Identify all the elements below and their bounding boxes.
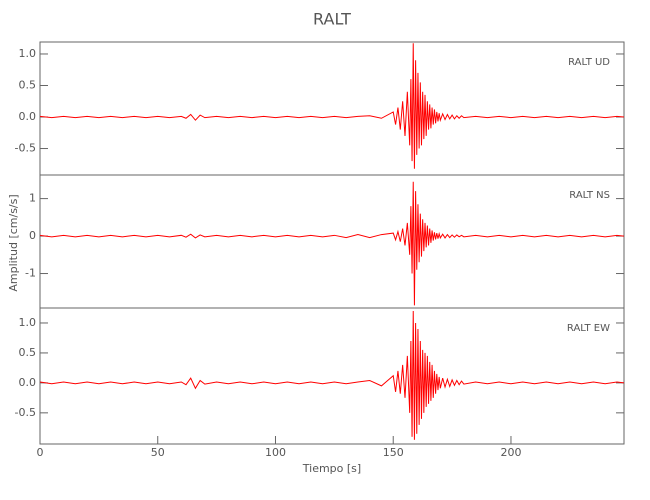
chart-title: RALT bbox=[313, 10, 351, 29]
y-tick-label: 1.0 bbox=[19, 47, 37, 60]
x-tick-label: 200 bbox=[500, 446, 521, 459]
y-tick-label: 1.0 bbox=[19, 316, 37, 329]
panel-label: RALT EW bbox=[567, 323, 610, 334]
y-tick-label: -1 bbox=[25, 267, 36, 280]
x-tick-label: 50 bbox=[151, 446, 165, 459]
y-tick-label: 0.0 bbox=[19, 376, 37, 389]
y-tick-label: -0.5 bbox=[15, 142, 36, 155]
y-tick-label: 0.0 bbox=[19, 110, 37, 123]
waveform bbox=[39, 181, 625, 306]
y-tick-label: 0.5 bbox=[19, 346, 37, 359]
x-tick-label: 0 bbox=[37, 446, 44, 459]
panel-frame bbox=[39, 307, 625, 445]
panel-label: RALT UD bbox=[568, 57, 610, 68]
waveform bbox=[39, 310, 625, 440]
y-tick-label: -0.5 bbox=[15, 406, 36, 419]
waveform bbox=[39, 43, 625, 169]
x-tick-label: 150 bbox=[383, 446, 404, 459]
y-tick-label: 0.5 bbox=[19, 78, 37, 91]
y-axis-label: Amplitud [cm/s/s] bbox=[7, 194, 20, 291]
panel-label: RALT NS bbox=[569, 190, 610, 201]
x-tick-label: 100 bbox=[265, 446, 286, 459]
panel-frame bbox=[39, 41, 625, 176]
x-axis-label: Tiempo [s] bbox=[302, 462, 361, 475]
panel-frame bbox=[39, 174, 625, 309]
y-tick-label: 0 bbox=[29, 229, 36, 242]
y-tick-label: 1 bbox=[29, 192, 36, 205]
